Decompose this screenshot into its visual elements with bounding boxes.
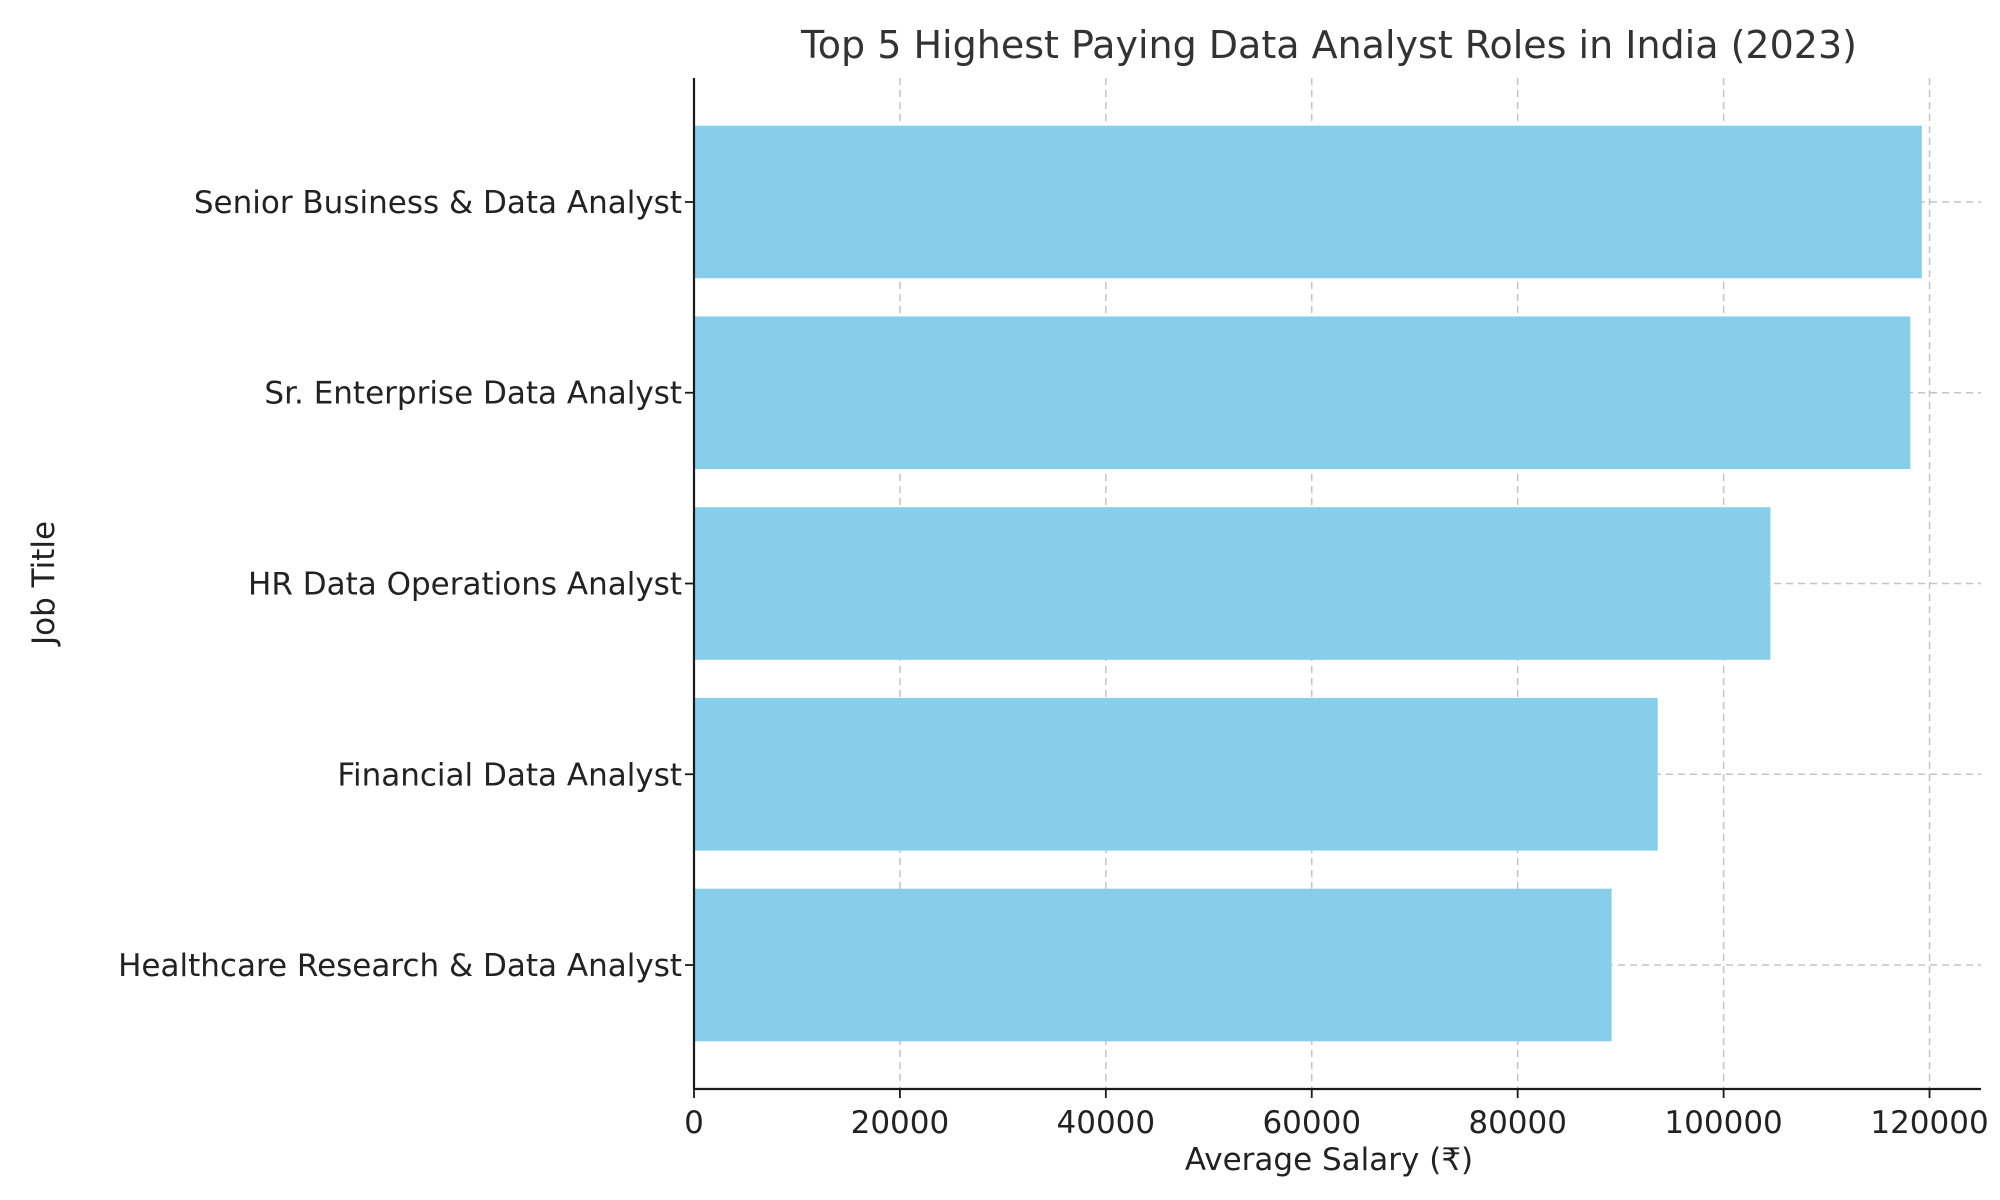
bar <box>694 697 1658 851</box>
x-tick-label: 20000 <box>851 1105 950 1141</box>
y-tick-label: Financial Data Analyst <box>337 757 682 793</box>
bar <box>694 316 1911 470</box>
bar <box>694 507 1771 660</box>
y-axis-label: Job Title <box>26 521 62 647</box>
x-tick-label: 100000 <box>1664 1105 1782 1141</box>
y-tick-label: Senior Business & Data Analyst <box>194 185 682 221</box>
x-axis-label: Average Salary (₹) <box>1185 1142 1473 1178</box>
x-tick-label: 120000 <box>1870 1105 1988 1141</box>
x-tick-label: 0 <box>684 1105 704 1141</box>
bars <box>694 125 1922 1042</box>
y-axis-ticks: Senior Business & Data Analyst Sr. Enterp… <box>118 185 694 984</box>
x-tick-label: 80000 <box>1468 1105 1567 1141</box>
bar <box>694 125 1922 279</box>
chart-title: Top 5 Highest Paying Data Analyst Roles … <box>800 23 1857 67</box>
x-axis-ticks: 0 20000 40000 60000 80000 100000 120000 <box>684 1089 1989 1141</box>
y-tick-label: Healthcare Research & Data Analyst <box>118 948 682 984</box>
bar <box>694 888 1612 1042</box>
y-tick-label: Sr. Enterprise Data Analyst <box>264 376 682 412</box>
x-tick-label: 40000 <box>1057 1105 1156 1141</box>
y-tick-label: HR Data Operations Analyst <box>248 567 682 603</box>
x-tick-label: 60000 <box>1262 1105 1361 1141</box>
